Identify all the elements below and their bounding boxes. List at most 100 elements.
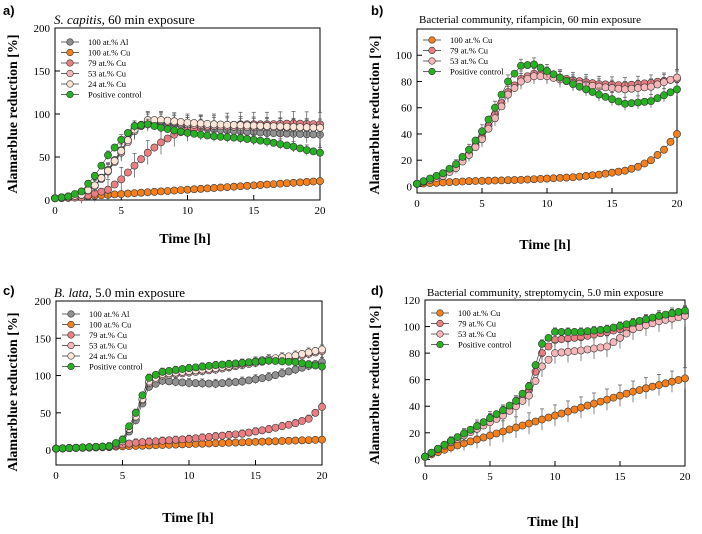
panel-d-ylabel: Alamarblue reduction [%] bbox=[368, 305, 383, 464]
data-point bbox=[616, 333, 624, 342]
x-tick-label: 5 bbox=[119, 205, 125, 217]
legend-label: 100 at.% Cu bbox=[88, 48, 131, 58]
data-point bbox=[583, 345, 592, 354]
data-point bbox=[452, 160, 460, 169]
data-point bbox=[196, 130, 205, 139]
data-point bbox=[302, 178, 311, 186]
data-point bbox=[296, 144, 305, 153]
data-point bbox=[551, 349, 559, 358]
legend-marker bbox=[67, 331, 75, 339]
y-tick-label: 100 bbox=[35, 371, 52, 383]
data-point bbox=[291, 351, 300, 360]
data-point bbox=[298, 436, 306, 445]
data-point bbox=[309, 123, 318, 132]
data-point bbox=[78, 443, 87, 452]
data-point bbox=[635, 386, 644, 394]
data-point bbox=[185, 435, 193, 443]
data-point bbox=[165, 377, 173, 386]
data-point bbox=[191, 363, 200, 372]
data-point bbox=[648, 313, 657, 322]
data-point bbox=[621, 99, 629, 108]
data-point bbox=[223, 120, 232, 129]
data-point bbox=[484, 176, 493, 185]
data-point bbox=[660, 145, 668, 154]
data-point bbox=[627, 84, 636, 93]
y-tick-label: 60 bbox=[401, 103, 413, 115]
data-point bbox=[497, 102, 506, 111]
data-point bbox=[70, 190, 79, 198]
data-point bbox=[291, 358, 300, 367]
data-point bbox=[525, 382, 533, 391]
data-point bbox=[497, 176, 506, 185]
x-tick-label: 20 bbox=[672, 198, 684, 210]
data-point bbox=[282, 122, 291, 131]
data-point bbox=[609, 323, 618, 332]
data-point bbox=[117, 190, 126, 198]
data-point bbox=[236, 121, 245, 130]
data-point bbox=[614, 84, 623, 93]
data-point bbox=[163, 187, 172, 195]
data-point bbox=[90, 181, 99, 190]
data-point bbox=[575, 172, 584, 181]
data-point bbox=[544, 342, 553, 351]
panel-b-title: Bacterial community, rifampicin, 60 min … bbox=[419, 14, 641, 26]
data-point bbox=[210, 120, 218, 129]
x-tick-label: 15 bbox=[248, 205, 260, 217]
data-point bbox=[674, 308, 683, 316]
data-point bbox=[634, 84, 642, 92]
data-point bbox=[551, 411, 559, 420]
data-point bbox=[176, 118, 185, 126]
data-point bbox=[653, 80, 662, 89]
panel-b: b) Bacterial community, rifampicin, 60 m… bbox=[368, 3, 641, 253]
data-point bbox=[211, 439, 220, 448]
data-point bbox=[178, 378, 187, 387]
data-point bbox=[203, 131, 212, 140]
data-point bbox=[171, 366, 180, 374]
data-point bbox=[211, 361, 220, 370]
data-point bbox=[218, 431, 227, 440]
data-point bbox=[304, 436, 313, 445]
data-point bbox=[608, 84, 616, 92]
panel-d-label: d) bbox=[371, 283, 383, 298]
y-tick-label: 40 bbox=[409, 401, 421, 413]
data-point bbox=[298, 417, 306, 425]
series-pos bbox=[413, 57, 681, 188]
data-point bbox=[258, 426, 267, 435]
x-tick-label: 10 bbox=[182, 205, 194, 217]
data-point bbox=[311, 361, 320, 370]
data-point bbox=[590, 399, 598, 408]
data-point bbox=[536, 174, 545, 183]
data-point bbox=[640, 159, 649, 168]
data-point bbox=[575, 82, 584, 91]
data-point bbox=[510, 69, 519, 78]
data-point bbox=[588, 88, 597, 96]
data-point bbox=[210, 132, 218, 141]
data-point bbox=[627, 164, 636, 173]
data-point bbox=[244, 358, 253, 367]
data-point bbox=[218, 439, 227, 447]
panel-a-label: a) bbox=[3, 3, 15, 18]
data-point bbox=[269, 138, 278, 147]
data-point bbox=[634, 98, 642, 107]
data-point bbox=[648, 382, 657, 391]
data-point bbox=[111, 439, 120, 447]
data-point bbox=[439, 169, 447, 178]
data-point bbox=[523, 61, 532, 69]
data-point bbox=[304, 360, 313, 369]
data-point bbox=[504, 176, 512, 185]
panel-c-label: c) bbox=[3, 283, 15, 298]
legend-marker bbox=[436, 319, 444, 328]
data-point bbox=[440, 440, 449, 449]
data-point bbox=[471, 177, 480, 185]
data-point bbox=[256, 121, 265, 130]
x-tick-label: 5 bbox=[487, 471, 493, 483]
data-point bbox=[203, 119, 212, 128]
y-tick-label: 0 bbox=[415, 454, 421, 466]
data-point bbox=[190, 129, 199, 138]
legend-label: 100 at.% Cu bbox=[89, 320, 132, 330]
data-point bbox=[284, 436, 293, 445]
data-point bbox=[97, 187, 106, 196]
data-point bbox=[150, 143, 159, 152]
data-point bbox=[510, 84, 519, 92]
